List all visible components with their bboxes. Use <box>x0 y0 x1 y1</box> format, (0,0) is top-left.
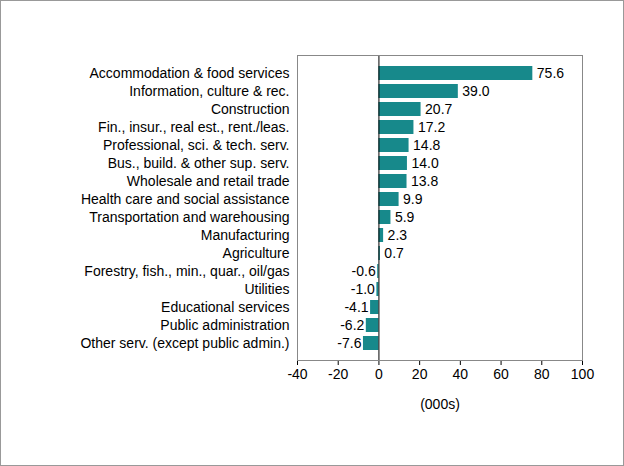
svg-text:Wholesale and retail trade: Wholesale and retail trade <box>127 173 290 189</box>
svg-text:20.7: 20.7 <box>425 101 452 117</box>
svg-text:-4.1: -4.1 <box>344 299 368 315</box>
svg-text:Manufacturing: Manufacturing <box>201 227 290 243</box>
svg-text:13.8: 13.8 <box>411 173 438 189</box>
svg-text:17.2: 17.2 <box>418 119 445 135</box>
svg-text:Public administration: Public administration <box>160 317 289 333</box>
svg-text:Construction: Construction <box>211 101 290 117</box>
svg-text:39.0: 39.0 <box>462 83 489 99</box>
svg-text:75.6: 75.6 <box>537 65 564 81</box>
svg-text:-7.6: -7.6 <box>337 335 361 351</box>
svg-text:14.8: 14.8 <box>413 137 440 153</box>
svg-text:5.9: 5.9 <box>395 209 415 225</box>
svg-text:Fin., insur., real est., rent.: Fin., insur., real est., rent./leas. <box>98 119 289 135</box>
svg-text:-6.2: -6.2 <box>340 317 364 333</box>
svg-text:100: 100 <box>571 366 595 382</box>
svg-text:14.0: 14.0 <box>411 155 438 171</box>
svg-text:80: 80 <box>534 366 550 382</box>
svg-text:Transportation and warehousing: Transportation and warehousing <box>89 209 289 225</box>
svg-text:60: 60 <box>493 366 509 382</box>
svg-text:0.7: 0.7 <box>384 245 404 261</box>
svg-text:2.3: 2.3 <box>388 227 408 243</box>
svg-text:Utilities: Utilities <box>244 281 289 297</box>
svg-text:9.9: 9.9 <box>403 191 423 207</box>
svg-text:0: 0 <box>375 366 383 382</box>
svg-text:-40: -40 <box>287 366 307 382</box>
svg-text:-1.0: -1.0 <box>351 281 375 297</box>
svg-text:Bus., build. & other sup. serv: Bus., build. & other sup. serv. <box>108 155 290 171</box>
svg-text:Health care and social assista: Health care and social assistance <box>81 191 290 207</box>
svg-text:Forestry, fish., min., quar.,: Forestry, fish., min., quar., oil/gas <box>84 263 289 279</box>
svg-text:Professional, sci. & tech. ser: Professional, sci. & tech. serv. <box>103 137 289 153</box>
svg-text:Information, culture & rec.: Information, culture & rec. <box>129 83 289 99</box>
svg-text:Other serv. (except public adm: Other serv. (except public admin.) <box>80 335 289 351</box>
svg-text:40: 40 <box>453 366 469 382</box>
svg-text:(000s): (000s) <box>420 396 460 412</box>
svg-text:Educational services: Educational services <box>161 299 289 315</box>
svg-text:-20: -20 <box>328 366 348 382</box>
svg-text:-0.6: -0.6 <box>352 263 376 279</box>
svg-text:20: 20 <box>412 366 428 382</box>
svg-text:Agriculture: Agriculture <box>223 245 290 261</box>
svg-text:Accommodation & food services: Accommodation & food services <box>90 65 290 81</box>
